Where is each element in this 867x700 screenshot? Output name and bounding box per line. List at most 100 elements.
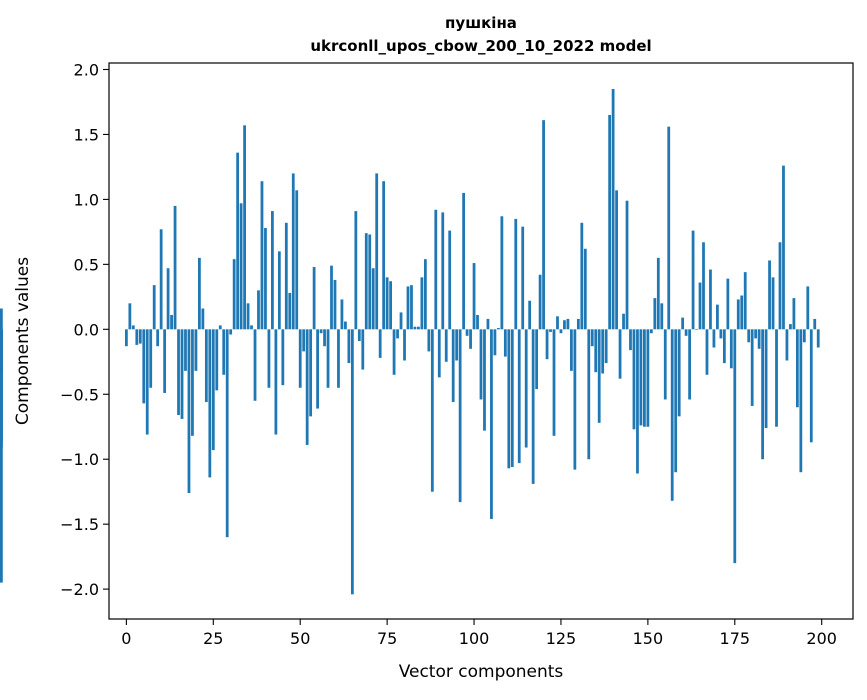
bar xyxy=(159,229,163,330)
bar xyxy=(218,325,222,330)
bar xyxy=(337,329,340,388)
bar xyxy=(590,329,594,347)
bar xyxy=(423,259,427,330)
bar xyxy=(646,329,650,427)
bar xyxy=(396,329,399,339)
bar xyxy=(264,227,267,330)
bar xyxy=(382,181,386,330)
bar xyxy=(156,329,160,347)
x-tick-label: 25 xyxy=(203,629,223,648)
chart-title: пушкіна xyxy=(445,14,517,32)
bar xyxy=(771,277,775,330)
bar xyxy=(709,269,712,330)
bar xyxy=(187,329,191,493)
bar xyxy=(608,114,612,330)
y-axis-ticks: 2.0 1.5 1.0 0.5 0.0 −0.5 −1.0 −1.5 −2.0 xyxy=(60,60,109,599)
bar xyxy=(323,329,326,347)
bar xyxy=(618,329,622,379)
bar xyxy=(754,329,758,339)
x-axis-ticks: 0 25 50 75 100 125 150 175 200 xyxy=(121,619,837,648)
bar xyxy=(354,211,358,330)
bar xyxy=(684,329,688,336)
bar xyxy=(507,329,511,469)
bar xyxy=(135,329,139,345)
bar xyxy=(430,329,434,492)
bar xyxy=(312,266,316,330)
bar xyxy=(545,329,549,360)
y-axis-label: Components values xyxy=(13,257,33,425)
bar xyxy=(476,315,479,330)
bar xyxy=(448,230,452,330)
bar xyxy=(649,329,653,334)
bar xyxy=(333,279,337,330)
y-tick-label: −2.0 xyxy=(60,580,99,599)
bar xyxy=(563,320,566,330)
bar xyxy=(236,152,240,330)
bar xyxy=(198,257,201,330)
bar xyxy=(663,329,667,400)
bar xyxy=(747,329,751,343)
bar xyxy=(597,329,601,423)
x-tick-label: 75 xyxy=(377,629,397,648)
bar xyxy=(695,329,698,330)
bar xyxy=(180,329,184,419)
plot-frame xyxy=(108,62,854,620)
bar xyxy=(271,211,274,330)
bar xyxy=(204,329,208,403)
bar xyxy=(531,329,535,484)
bar xyxy=(250,325,253,330)
bar xyxy=(483,329,486,431)
bar xyxy=(698,282,702,330)
bar xyxy=(806,286,810,330)
bar xyxy=(524,329,528,448)
bar xyxy=(615,190,618,330)
bar xyxy=(451,329,455,403)
bar xyxy=(277,251,281,330)
bar xyxy=(521,226,525,330)
bar xyxy=(636,329,639,474)
bar xyxy=(816,329,820,348)
bar xyxy=(260,181,264,330)
bar xyxy=(764,329,768,429)
bar xyxy=(145,329,149,435)
bar xyxy=(517,329,521,464)
x-tick-label: 100 xyxy=(459,629,490,648)
bar xyxy=(643,329,646,427)
bar xyxy=(149,329,153,388)
bar xyxy=(510,329,514,468)
bar xyxy=(173,205,177,330)
bar xyxy=(538,274,542,330)
bar xyxy=(232,259,236,330)
y-tick-label: 0.5 xyxy=(74,255,99,274)
bar xyxy=(0,329,3,583)
bar xyxy=(357,329,361,341)
bar xyxy=(371,268,375,330)
bar xyxy=(549,329,552,332)
bar xyxy=(688,329,691,400)
bar xyxy=(775,329,778,427)
bar xyxy=(667,126,671,330)
bar xyxy=(458,329,462,503)
bar xyxy=(809,329,813,443)
bar xyxy=(319,329,323,334)
bar xyxy=(392,329,396,375)
bar xyxy=(677,329,681,417)
bar xyxy=(211,329,215,451)
bar xyxy=(298,329,302,388)
bar xyxy=(743,272,747,330)
bar xyxy=(288,292,292,330)
bar xyxy=(632,329,636,430)
bar xyxy=(813,318,817,330)
bar xyxy=(639,329,643,426)
y-tick-label: 2.0 xyxy=(74,60,99,79)
bar xyxy=(583,248,587,330)
bar xyxy=(399,312,403,330)
bar xyxy=(750,329,754,406)
bar xyxy=(785,329,789,361)
bar xyxy=(559,329,563,334)
bar xyxy=(177,329,180,416)
bar xyxy=(486,318,490,330)
bar xyxy=(350,329,354,595)
bar xyxy=(479,329,483,400)
bar xyxy=(170,315,173,330)
